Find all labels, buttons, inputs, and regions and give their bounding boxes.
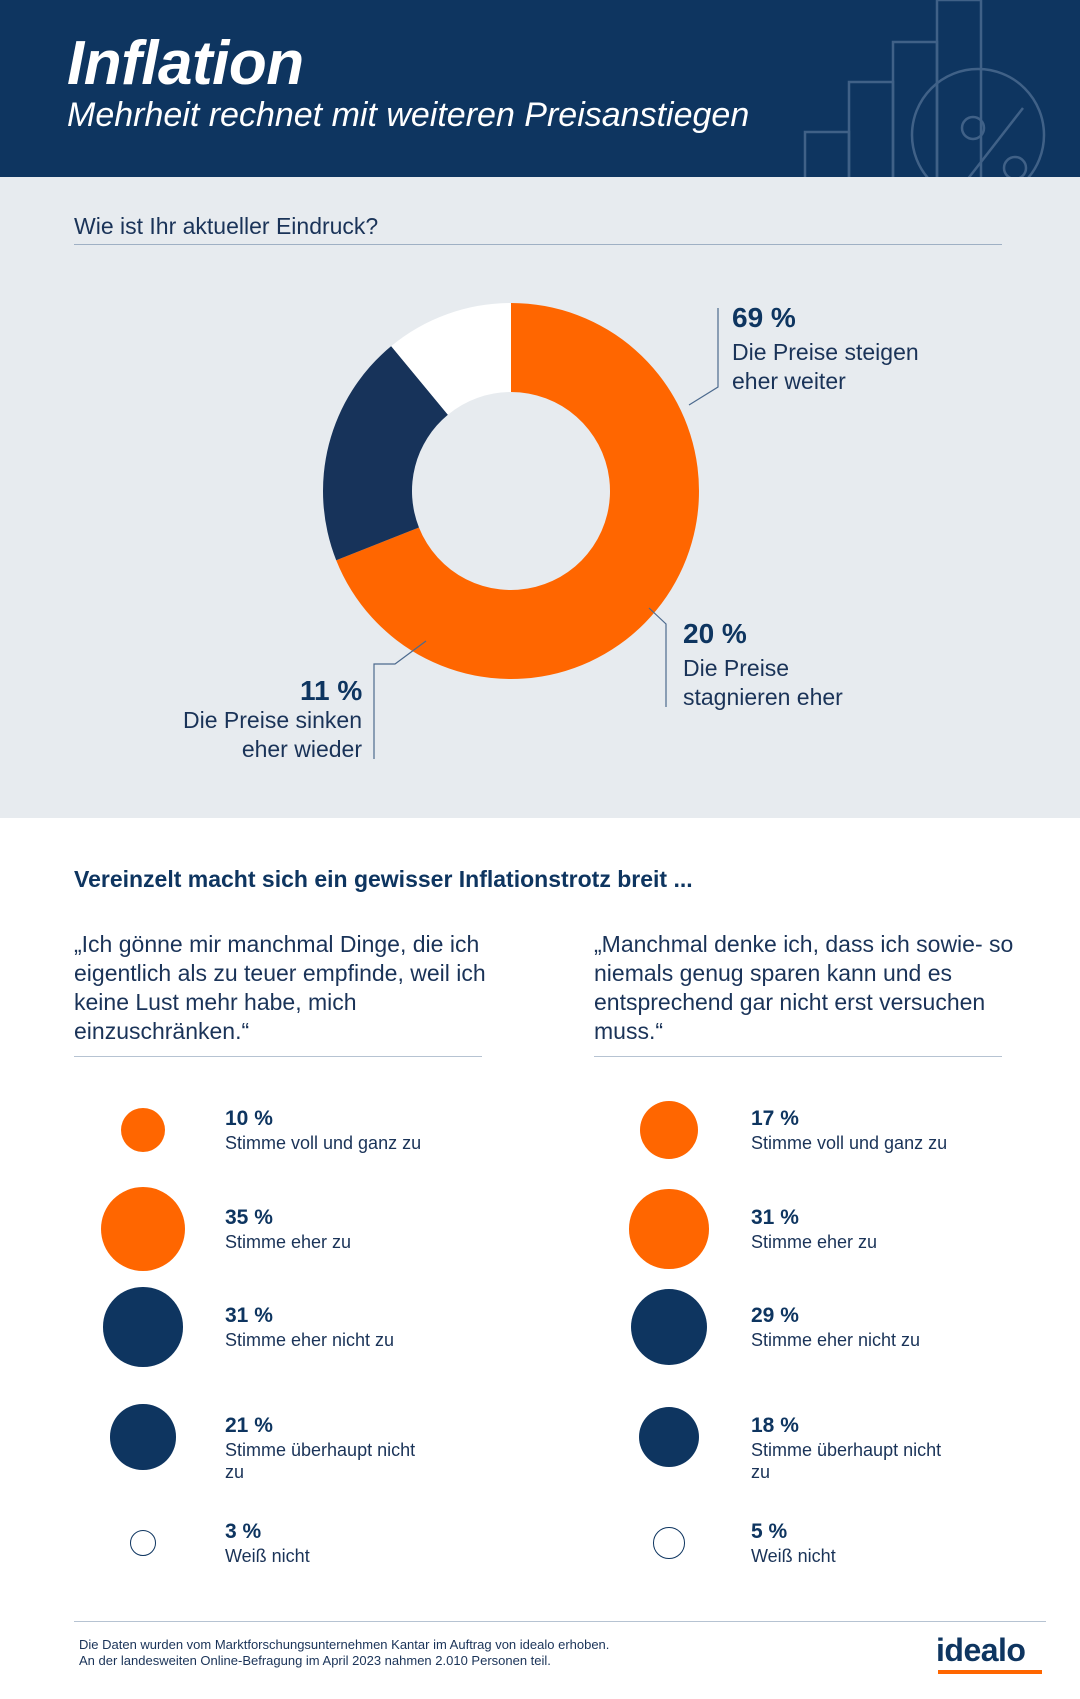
footer-line1: Die Daten wurden vom Marktforschungsunte… — [79, 1637, 610, 1652]
slice-0-line1: Die Preise steigen — [732, 339, 919, 365]
footer-text: Die Daten wurden vom Marktforschungsunte… — [79, 1637, 609, 1669]
bubble — [130, 1530, 156, 1556]
footer-divider — [74, 1621, 1046, 1622]
response-label: Stimme eher nicht zu — [751, 1330, 921, 1350]
leader-line-1 — [648, 607, 667, 707]
response-pct: 3 % — [225, 1520, 262, 1543]
bubble — [630, 1288, 708, 1366]
divider — [74, 244, 1002, 245]
bubble — [110, 1404, 176, 1470]
donut-question: Wie ist Ihr aktueller Eindruck? — [74, 213, 379, 239]
response-label: Stimme eher nicht zu — [225, 1330, 395, 1350]
percent-chart-icon — [803, 0, 1046, 177]
page-subtitle: Mehrheit rechnet mit weiteren Preisansti… — [67, 96, 750, 134]
response-label: Weiß nicht — [751, 1546, 836, 1566]
response-label: Stimme voll und ganz zu — [225, 1133, 422, 1153]
quote-right-divider — [594, 1056, 1002, 1057]
bubble — [639, 1100, 699, 1160]
slice-1-label: Die Preise stagnieren eher — [683, 654, 843, 712]
footer-line2: An der landesweiten Online-Befragung im … — [79, 1653, 551, 1668]
idealo-logo[interactable]: idealo — [936, 1632, 1026, 1668]
slice-2-line1: Die Preise sinken — [183, 707, 362, 733]
slice-2-pct: 11 % — [300, 675, 363, 706]
leader-line-2 — [373, 640, 427, 759]
slice-2-line2: eher wieder — [241, 736, 362, 762]
page-title: Inflation — [67, 29, 304, 98]
quote-right: „Manchmal denke ich, dass ich sowie- so … — [594, 931, 1014, 1044]
response-pct: 31 % — [751, 1206, 799, 1229]
response-label: Stimme voll und ganz zu — [751, 1133, 948, 1153]
response-label: Stimme überhaupt nicht zu — [225, 1440, 416, 1482]
slice-2-label: Die Preise sinken eher wieder — [181, 706, 362, 764]
response-pct: 18 % — [751, 1414, 799, 1437]
response-pct: 10 % — [225, 1107, 273, 1130]
donut-slice-2 — [391, 303, 511, 415]
response-label: Weiß nicht — [225, 1546, 310, 1566]
bubble — [120, 1107, 166, 1153]
donut-chart — [323, 303, 719, 759]
bubble — [103, 1287, 183, 1367]
slice-1-line2: stagnieren eher — [683, 684, 843, 710]
quote-left-divider — [74, 1056, 482, 1057]
donut-slice-0 — [336, 303, 699, 679]
response-label: Stimme eher zu — [225, 1232, 352, 1252]
response-pct: 21 % — [225, 1414, 273, 1437]
response-pct: 35 % — [225, 1206, 273, 1229]
bubble — [629, 1189, 709, 1269]
bubble — [101, 1187, 185, 1271]
response-pct: 29 % — [751, 1304, 799, 1327]
quote-left: „Ich gönne mir manchmal Dinge, die ich e… — [74, 931, 486, 1044]
slice-0-line2: eher weiter — [732, 368, 846, 394]
response-label: Stimme eher zu — [751, 1232, 878, 1252]
logo-underline — [938, 1670, 1042, 1674]
slice-1-line1: Die Preise — [683, 655, 790, 681]
header-banner: Inflation Mehrheit rechnet mit weiteren … — [0, 0, 1080, 177]
bubble — [638, 1406, 700, 1468]
slice-1-pct: 20 % — [683, 618, 747, 649]
response-pct: 31 % — [225, 1304, 273, 1327]
response-label: Stimme überhaupt nicht zu — [751, 1440, 942, 1482]
response-pct: 17 % — [751, 1107, 799, 1130]
donut-section: Wie ist Ihr aktueller Eindruck? 69 % Die… — [0, 177, 1080, 818]
slice-0-pct: 69 % — [732, 302, 796, 333]
leader-line-0 — [688, 308, 719, 406]
section2-title: Vereinzelt macht sich ein gewisser Infla… — [74, 866, 693, 892]
donut-slice-1 — [323, 346, 448, 561]
bubble — [653, 1527, 685, 1559]
slice-0-label: Die Preise steigen eher weiter — [732, 338, 919, 396]
response-pct: 5 % — [751, 1520, 788, 1543]
